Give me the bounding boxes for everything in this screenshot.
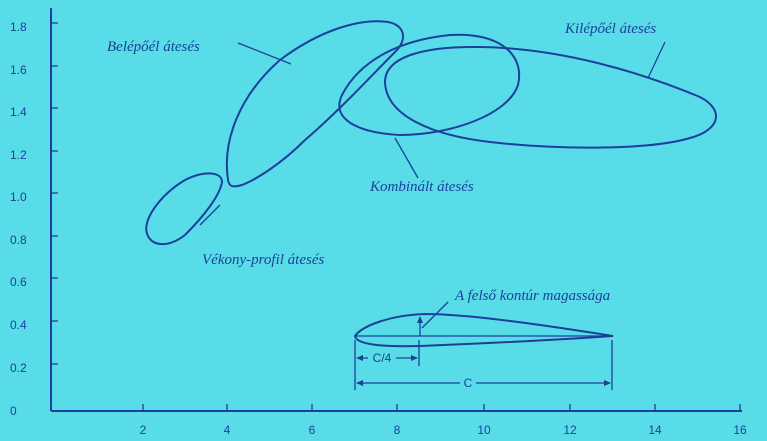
contour-height-arrowhead [417,316,423,323]
x-tick-label: 14 [648,423,662,437]
y-tick-label: 0.4 [10,318,27,332]
x-tick-label: 12 [563,423,577,437]
x-tick-label: 8 [394,423,401,437]
y-tick-labels: 0 0.2 0.4 0.6 0.8 1.0 1.2 1.4 1.6 1.8 [10,20,27,418]
chord-label: C [464,376,473,390]
x-tick-label: 2 [140,423,147,437]
chord-label-bg [460,375,476,390]
thin-profile-stall-label: Vékony-profil átesés [202,252,324,268]
upper-contour-height-label: A felső kontúr magassága [454,288,610,304]
x-tick-label: 10 [477,423,491,437]
y-tick-label: 0.2 [10,361,27,375]
combined-stall-region [338,33,521,137]
y-tick-label: 0.8 [10,233,27,247]
thin-profile-stall-region [145,172,224,246]
y-tick-label: 1.8 [10,20,27,34]
combined-leader [394,137,419,179]
leading-edge-stall-label: Belépőél átesés [107,39,200,55]
y-tick-label: 0 [10,404,17,418]
chord-arrow-right [604,380,611,386]
y-tick-label: 1.6 [10,63,27,77]
y-tick-label: 0.6 [10,275,27,289]
x-tick-marks [142,404,741,411]
trailing-edge-leader [647,41,666,79]
x-tick-label: 4 [224,423,231,437]
x-tick-label: 16 [733,423,747,437]
airfoil-shape [353,312,614,348]
quarter-chord-arrow-left [356,355,363,361]
trailing-edge-stall-region [383,45,717,149]
y-tick-label: 1.0 [10,190,27,204]
y-tick-marks [51,22,58,365]
combined-stall-label: Kombinált átesés [369,179,474,195]
chord-arrow-left [356,380,363,386]
thin-profile-leader [199,204,221,226]
x-tick-label: 6 [309,423,316,437]
x-tick-labels: 2 4 6 8 10 12 14 16 [140,423,747,437]
leading-edge-stall-region [225,20,404,188]
y-tick-label: 1.4 [10,105,27,119]
quarter-chord-label: C/4 [373,351,392,365]
contour-height-leader [421,301,449,329]
trailing-edge-stall-label: Kilépőél átesés [564,21,656,37]
y-tick-label: 1.2 [10,148,27,162]
leading-edge-leader [237,42,292,65]
quarter-chord-arrow-right [411,355,418,361]
quarter-chord-label-bg [368,350,396,365]
